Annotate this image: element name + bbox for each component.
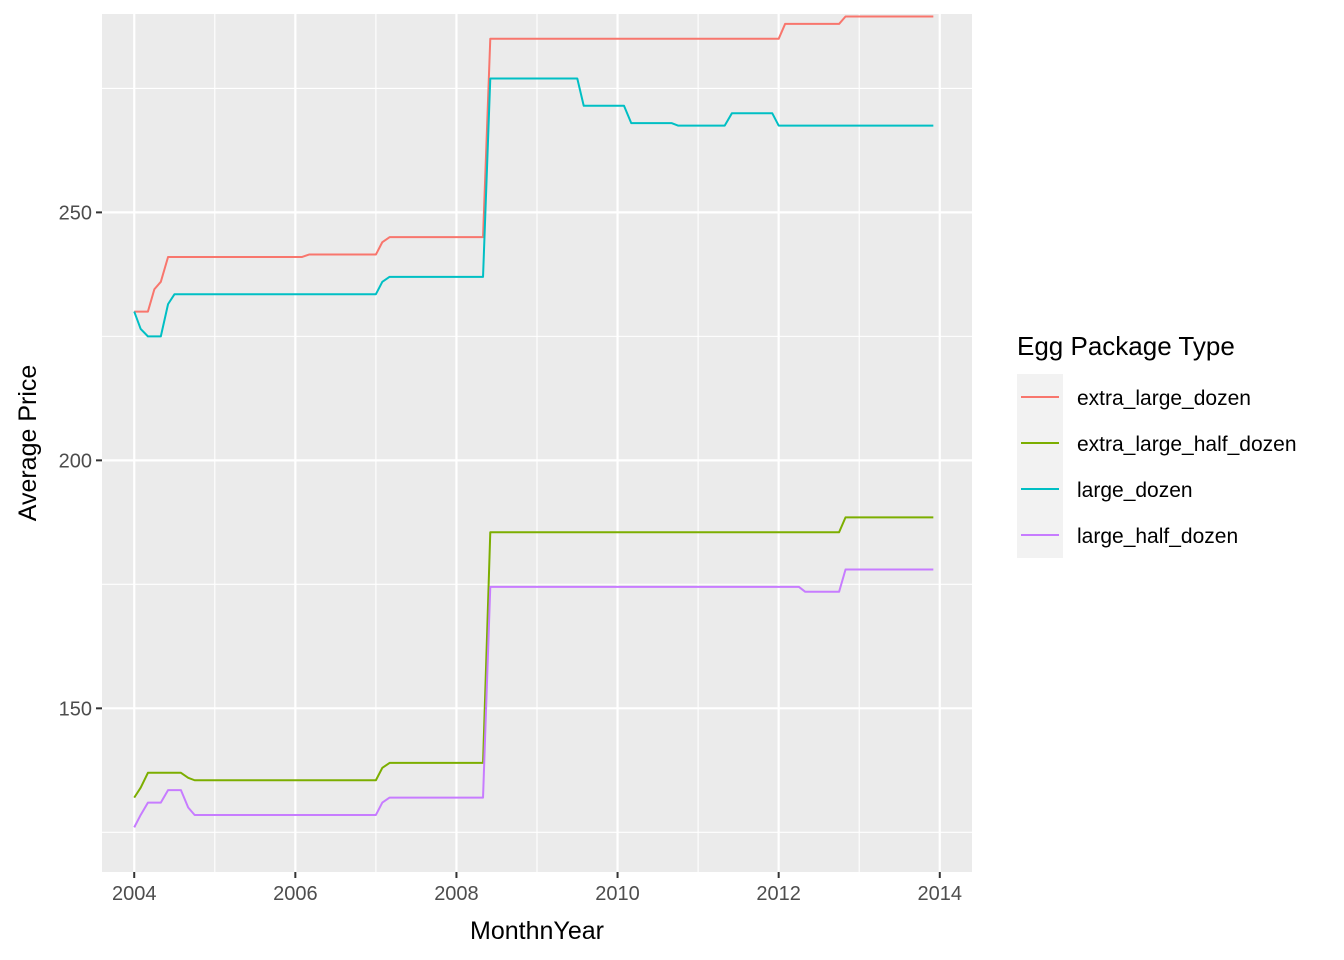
legend-key-background	[1017, 374, 1063, 558]
legend-label-extra-large-half-dozen: extra_large_half_dozen	[1077, 433, 1297, 456]
legend-label-extra-large-dozen: extra_large_dozen	[1077, 387, 1251, 410]
legend-items: extra_large_dozen extra_large_half_dozenl…	[1021, 387, 1297, 548]
series-line-large-dozen	[133, 77, 934, 338]
x-axis-title: MonthnYear	[470, 917, 604, 945]
x-tick-label: 2004	[112, 883, 157, 905]
series-line-large-half-dozen	[133, 568, 934, 828]
x-tick-label: 2006	[273, 883, 318, 905]
y-axis-title: Average Price	[14, 365, 42, 522]
grid-minor	[102, 14, 972, 872]
x-tick-label: 2008	[434, 883, 479, 905]
series-lines	[133, 15, 934, 828]
legend-label-large-half-dozen: large_half_dozen	[1077, 525, 1238, 548]
x-axis-ticks: 2004 2006 2008 2010 2012 2014	[112, 872, 962, 905]
legend-title: Egg Package Type	[1017, 331, 1235, 361]
x-tick-label: 2014	[918, 883, 963, 905]
y-tick-label: 200	[59, 450, 92, 472]
y-axis-ticks: 150 200 250	[59, 202, 102, 720]
x-tick-label: 2012	[756, 883, 801, 905]
legend: Egg Package Type extra_large_dozenextra_…	[1017, 331, 1297, 558]
x-tick-label: 2010	[595, 883, 640, 905]
y-tick-label: 250	[59, 202, 92, 224]
series-line-extra-large-half-dozen	[133, 516, 934, 799]
y-tick-label: 150	[59, 698, 92, 720]
grid-major	[102, 14, 972, 872]
series-line-extra-large-dozen	[134, 15, 934, 313]
legend-label-large-dozen: large_dozen	[1077, 479, 1193, 502]
